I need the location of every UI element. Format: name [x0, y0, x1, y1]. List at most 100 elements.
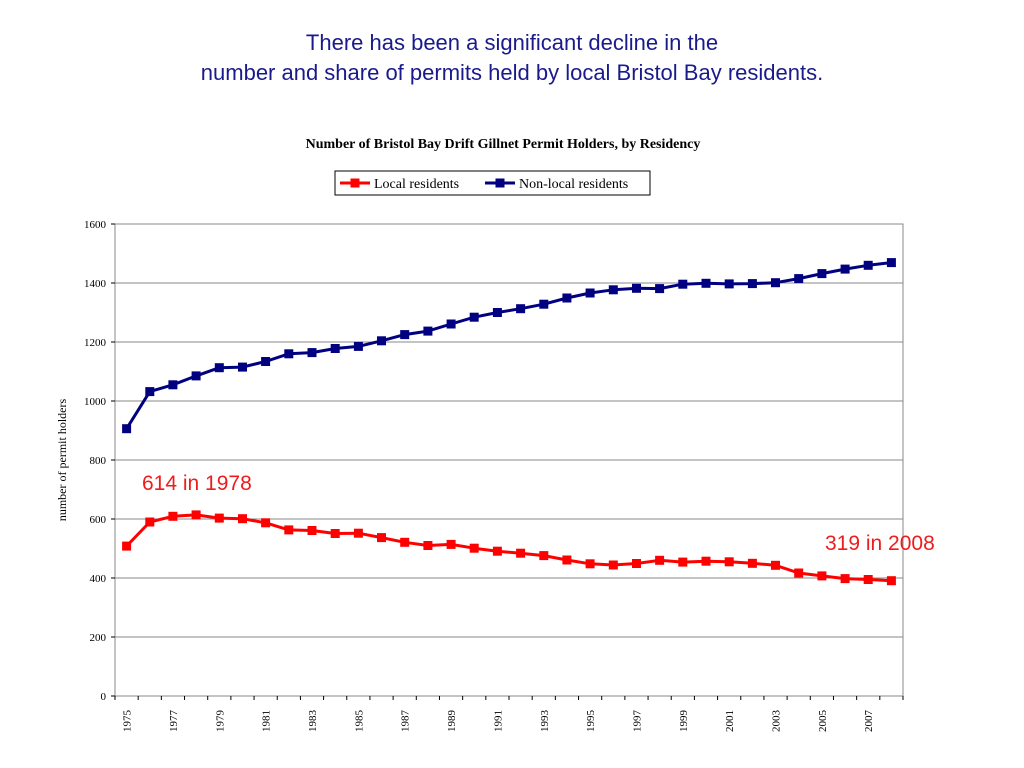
x-tick-label: 1981	[261, 710, 273, 732]
data-point	[492, 308, 502, 317]
data-point	[817, 269, 827, 279]
data-point	[307, 526, 317, 535]
data-point	[608, 560, 618, 570]
x-tick-label: 1993	[539, 710, 551, 733]
slide-headline-line-2: number and share of permits held by loca…	[200, 60, 824, 85]
data-point	[539, 299, 549, 309]
data-point	[516, 304, 526, 314]
y-tick-label: 1600	[84, 219, 107, 231]
y-tick-label: 1200	[84, 337, 107, 349]
data-point	[446, 319, 456, 329]
data-point	[863, 575, 873, 584]
y-tick-label: 400	[90, 573, 107, 585]
data-point	[145, 387, 155, 397]
data-point	[423, 541, 433, 550]
x-tick-label: 1999	[678, 710, 690, 733]
data-point	[168, 380, 178, 390]
data-point	[377, 533, 386, 543]
data-point	[469, 543, 479, 553]
data-point	[771, 278, 780, 288]
data-point	[678, 557, 688, 567]
data-point	[632, 559, 641, 568]
legend-label: Non-local residents	[519, 177, 628, 192]
data-point	[400, 537, 410, 547]
data-point	[724, 557, 734, 567]
chart-legend: Local residents Non-local residents	[334, 170, 651, 196]
x-tick-label: 1987	[400, 710, 412, 733]
data-point	[400, 330, 410, 340]
data-point	[330, 529, 340, 538]
data-point	[840, 574, 850, 584]
data-point	[122, 541, 132, 551]
data-point	[840, 264, 850, 274]
data-point	[655, 284, 665, 294]
chart-title: Number of Bristol Bay Drift Gillnet Perm…	[306, 137, 701, 152]
data-point	[238, 362, 247, 372]
legend-marker	[350, 178, 360, 188]
data-point	[284, 525, 294, 535]
data-point	[794, 568, 804, 578]
data-point	[794, 274, 804, 284]
data-point	[353, 528, 363, 538]
data-point	[562, 555, 572, 565]
data-point	[261, 357, 271, 366]
data-point	[608, 285, 618, 295]
data-point	[632, 283, 641, 293]
data-point	[191, 371, 201, 381]
y-tick-label: 1400	[84, 278, 107, 290]
annotation-local-2008: 319 in 2008	[825, 532, 935, 555]
data-point	[377, 336, 386, 346]
x-tick-label: 1979	[214, 710, 226, 733]
data-point	[655, 555, 665, 565]
data-point	[191, 510, 201, 520]
x-tick-label: 2007	[863, 710, 875, 733]
y-tick-label: 600	[90, 514, 107, 526]
data-point	[145, 517, 155, 527]
data-point	[701, 278, 711, 288]
data-point	[701, 556, 711, 566]
data-point	[122, 424, 132, 434]
x-tick-label: 1991	[492, 710, 504, 732]
data-point	[817, 571, 827, 581]
data-point	[168, 511, 178, 521]
x-tick-label: 1985	[353, 710, 365, 733]
data-point	[307, 348, 317, 358]
legend-box	[334, 170, 651, 196]
data-point	[516, 548, 526, 558]
y-tick-label: 200	[90, 632, 107, 644]
legend-marker	[495, 178, 505, 188]
legend-label: Local residents	[374, 177, 459, 192]
annotation-local-1978: 614 in 1978	[142, 472, 252, 495]
data-point	[353, 341, 363, 351]
x-tick-label: 1989	[446, 710, 458, 733]
data-point	[771, 560, 780, 570]
data-point	[261, 518, 271, 528]
data-point	[446, 539, 456, 549]
data-point	[886, 258, 896, 268]
data-point	[238, 514, 247, 524]
series-line-0	[125, 513, 892, 583]
x-tick-label: 2003	[771, 710, 783, 733]
data-point	[585, 288, 595, 298]
x-tick-label: 1995	[585, 710, 597, 733]
y-tick-label: 1000	[84, 396, 107, 408]
x-tick-label: 1977	[168, 710, 180, 733]
data-point	[284, 349, 294, 359]
x-tick-label: 2001	[724, 710, 736, 732]
y-tick-label: 0	[101, 691, 107, 703]
data-point	[492, 546, 502, 556]
data-point	[747, 558, 757, 568]
data-point	[562, 293, 572, 303]
y-tick-label: 800	[90, 455, 107, 467]
data-point	[886, 576, 896, 586]
data-point	[585, 559, 595, 569]
y-axis-label: number of permit holders	[55, 399, 69, 522]
data-point	[539, 551, 549, 561]
data-point	[330, 344, 340, 353]
data-point	[214, 363, 224, 373]
x-tick-label: 2005	[817, 710, 829, 733]
data-point	[747, 279, 757, 289]
data-point	[724, 279, 734, 289]
data-point	[863, 260, 873, 270]
data-point	[469, 312, 479, 322]
